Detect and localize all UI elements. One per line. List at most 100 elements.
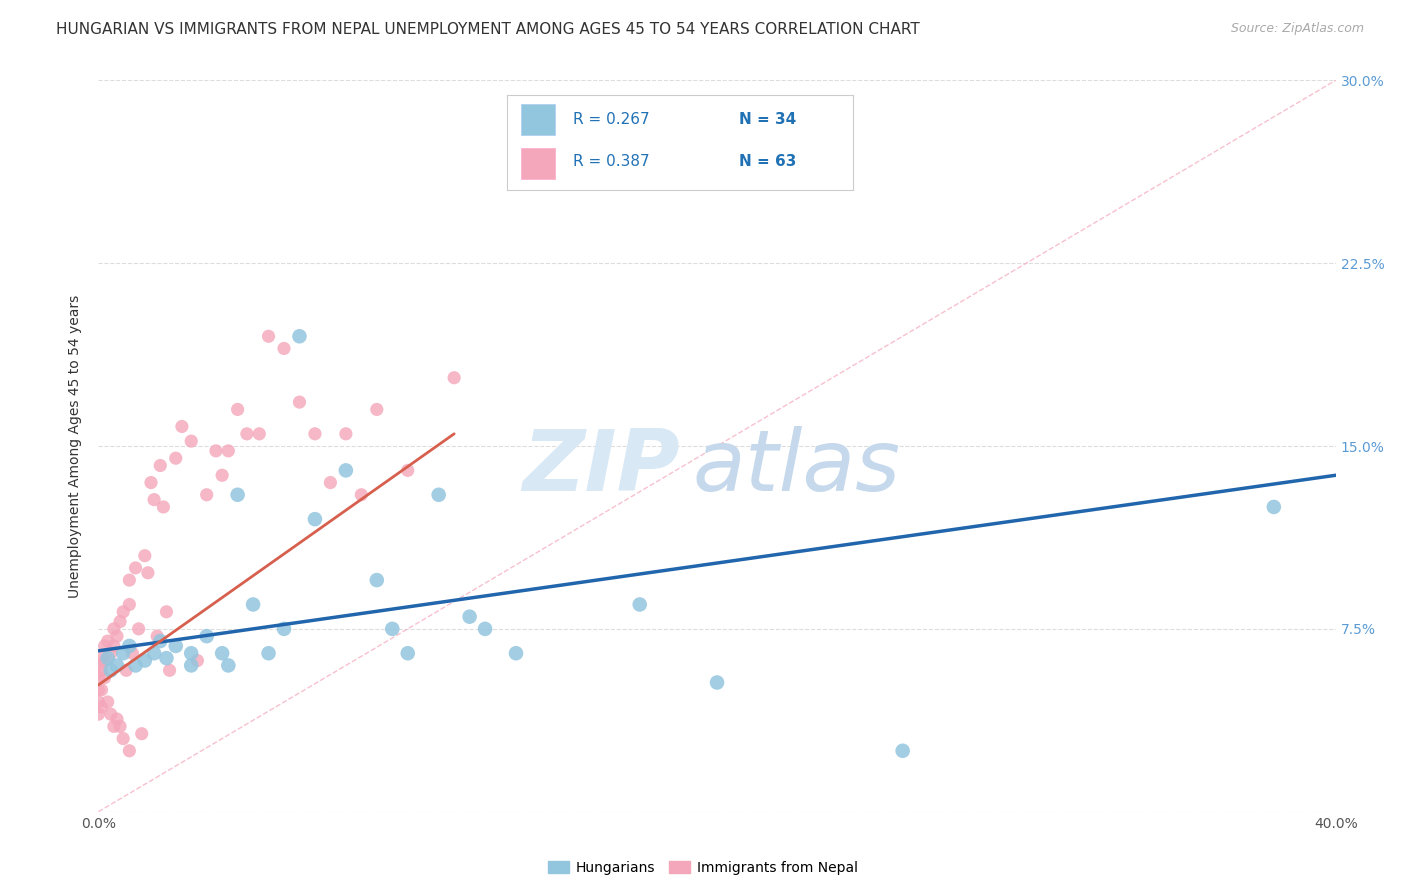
- Point: [242, 598, 264, 612]
- Point: [103, 639, 125, 653]
- Point: [149, 634, 172, 648]
- Point: [335, 463, 357, 477]
- Point: [100, 646, 122, 660]
- Point: [396, 463, 419, 477]
- Point: [180, 646, 202, 660]
- Point: [93, 654, 115, 668]
- Point: [103, 719, 125, 733]
- Point: [155, 605, 177, 619]
- Point: [100, 663, 122, 677]
- Point: [159, 663, 181, 677]
- Legend: Hungarians, Immigrants from Nepal: Hungarians, Immigrants from Nepal: [543, 855, 863, 880]
- Point: [118, 573, 141, 587]
- Point: [273, 342, 295, 356]
- Point: [350, 488, 373, 502]
- Point: [134, 549, 156, 563]
- Point: [121, 646, 143, 660]
- Point: [87, 671, 110, 685]
- Point: [87, 682, 110, 697]
- Point: [165, 639, 187, 653]
- Point: [112, 646, 135, 660]
- Point: [112, 605, 135, 619]
- Point: [247, 426, 270, 441]
- Point: [891, 744, 914, 758]
- Point: [115, 663, 138, 677]
- Point: [304, 426, 326, 441]
- Text: Source: ZipAtlas.com: Source: ZipAtlas.com: [1230, 22, 1364, 36]
- Point: [118, 639, 141, 653]
- Point: [118, 744, 141, 758]
- Point: [128, 622, 150, 636]
- Point: [236, 426, 259, 441]
- Text: atlas: atlas: [692, 426, 900, 509]
- Point: [458, 609, 481, 624]
- Point: [105, 658, 128, 673]
- Point: [195, 629, 218, 643]
- Point: [108, 615, 131, 629]
- Point: [97, 695, 120, 709]
- Point: [335, 426, 357, 441]
- Point: [146, 629, 169, 643]
- Point: [87, 695, 110, 709]
- Point: [108, 719, 131, 733]
- Point: [443, 370, 465, 384]
- Point: [366, 402, 388, 417]
- Point: [170, 419, 193, 434]
- Point: [124, 561, 146, 575]
- Point: [319, 475, 342, 490]
- Point: [131, 727, 153, 741]
- Point: [139, 475, 162, 490]
- Point: [195, 488, 218, 502]
- Point: [134, 654, 156, 668]
- Point: [211, 646, 233, 660]
- Point: [87, 707, 110, 722]
- Point: [211, 468, 233, 483]
- Y-axis label: Unemployment Among Ages 45 to 54 years: Unemployment Among Ages 45 to 54 years: [69, 294, 83, 598]
- Point: [105, 712, 128, 726]
- Point: [165, 451, 187, 466]
- Point: [186, 654, 208, 668]
- Point: [152, 500, 174, 514]
- Point: [288, 329, 311, 343]
- Point: [257, 329, 280, 343]
- Text: HUNGARIAN VS IMMIGRANTS FROM NEPAL UNEMPLOYMENT AMONG AGES 45 TO 54 YEARS CORREL: HUNGARIAN VS IMMIGRANTS FROM NEPAL UNEMP…: [56, 22, 920, 37]
- Point: [180, 658, 202, 673]
- Point: [136, 566, 159, 580]
- Point: [505, 646, 527, 660]
- Point: [90, 699, 112, 714]
- Point: [217, 658, 239, 673]
- Point: [90, 651, 112, 665]
- Point: [427, 488, 450, 502]
- Point: [118, 598, 141, 612]
- Point: [90, 663, 112, 677]
- Point: [105, 629, 128, 643]
- Point: [149, 458, 172, 473]
- Point: [288, 395, 311, 409]
- Point: [226, 488, 249, 502]
- Point: [706, 675, 728, 690]
- Point: [366, 573, 388, 587]
- Point: [304, 512, 326, 526]
- Point: [97, 634, 120, 648]
- Point: [103, 622, 125, 636]
- Point: [180, 434, 202, 449]
- Point: [143, 646, 166, 660]
- Point: [217, 443, 239, 458]
- Point: [90, 682, 112, 697]
- Point: [257, 646, 280, 660]
- Point: [87, 658, 110, 673]
- Point: [155, 651, 177, 665]
- Point: [474, 622, 496, 636]
- Text: ZIP: ZIP: [522, 426, 681, 509]
- Point: [381, 622, 404, 636]
- Point: [112, 731, 135, 746]
- Point: [396, 646, 419, 660]
- Point: [93, 671, 115, 685]
- Point: [226, 402, 249, 417]
- Point: [97, 651, 120, 665]
- Point: [273, 622, 295, 636]
- Point: [93, 639, 115, 653]
- Point: [143, 492, 166, 507]
- Point: [124, 658, 146, 673]
- Point: [100, 707, 122, 722]
